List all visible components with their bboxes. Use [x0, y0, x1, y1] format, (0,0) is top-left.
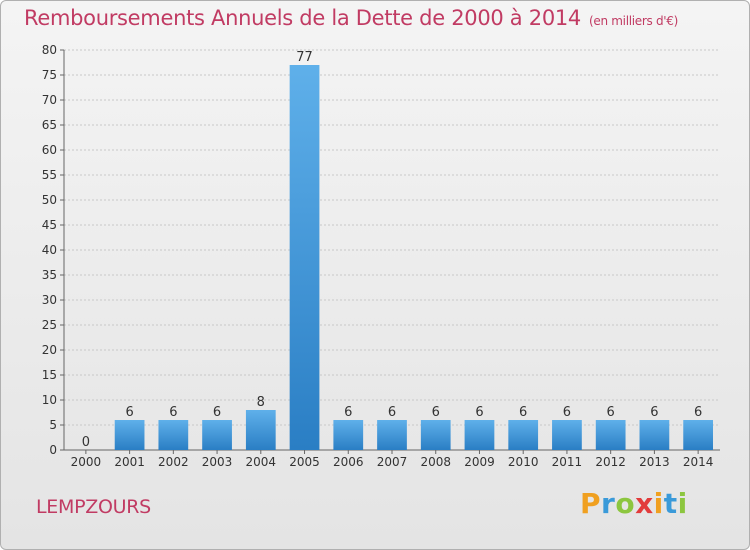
- bar-2005: [289, 65, 320, 450]
- bar-2001: [114, 420, 145, 450]
- bar-2013: [639, 420, 670, 450]
- y-tick-label: 20: [42, 343, 57, 357]
- data-label-2002: 6: [169, 405, 177, 420]
- data-label-2003: 6: [213, 405, 221, 420]
- bar-2014: [683, 420, 714, 450]
- y-tick-label: 45: [42, 218, 57, 232]
- data-label-2001: 6: [125, 405, 133, 420]
- y-tick-label: 60: [42, 143, 57, 157]
- bar-2004: [245, 410, 276, 450]
- x-tick-label: 2003: [202, 455, 233, 469]
- data-label-2009: 6: [475, 405, 483, 420]
- logo-letter: o: [615, 487, 636, 520]
- data-label-2006: 6: [344, 405, 352, 420]
- x-tick-label: 2002: [158, 455, 189, 469]
- y-tick-label: 30: [42, 293, 57, 307]
- y-tick-label: 0: [49, 443, 57, 457]
- y-tick-label: 25: [42, 318, 57, 332]
- logo-letter: t: [663, 487, 678, 520]
- bar-2011: [552, 420, 582, 450]
- y-tick-label: 50: [42, 193, 57, 207]
- bar-2009: [464, 420, 495, 450]
- x-tick-label: 2000: [71, 455, 102, 469]
- bar-2008: [420, 420, 451, 450]
- x-tick-label: 2012: [595, 455, 626, 469]
- chart-title-text: Remboursements Annuels de la Dette de 20…: [24, 6, 581, 30]
- data-label-2014: 6: [694, 405, 702, 420]
- data-labels: 0 6 6 6 8 77 6 6 6 6 6 6 6 6 6: [82, 50, 703, 450]
- logo-letter: r: [601, 487, 616, 520]
- x-tick-label: 2001: [114, 455, 145, 469]
- data-label-2012: 6: [607, 405, 615, 420]
- y-tick-label: 65: [42, 118, 57, 132]
- data-label-2007: 6: [388, 405, 396, 420]
- chart-subtitle: (en milliers d'€): [589, 14, 679, 28]
- y-tick-label: 75: [42, 68, 57, 82]
- bars: [114, 65, 714, 450]
- x-tick-label: 2004: [246, 455, 277, 469]
- y-tick-label: 10: [42, 393, 57, 407]
- bar-2003: [202, 420, 232, 450]
- x-tick-label: 2011: [552, 455, 583, 469]
- bar-2006: [333, 420, 364, 450]
- x-tick-label: 2006: [333, 455, 364, 469]
- y-tick-label: 5: [49, 418, 57, 432]
- x-tick-label: 2007: [377, 455, 408, 469]
- bar-2012: [595, 420, 626, 450]
- x-tick-label: 2009: [464, 455, 495, 469]
- bar-2007: [377, 420, 407, 450]
- bar-2002: [158, 420, 189, 450]
- x-tick-label: 2008: [420, 455, 451, 469]
- logo-letter: i: [677, 487, 688, 520]
- proxiti-logo: Proxiti: [580, 487, 688, 520]
- data-label-2004: 8: [257, 395, 265, 410]
- data-label-2008: 6: [432, 405, 440, 420]
- x-tick-label: 2013: [639, 455, 670, 469]
- x-tick-label: 2010: [508, 455, 539, 469]
- grid-lines: [64, 49, 720, 426]
- logo-letter: i: [653, 487, 664, 520]
- bar-2010: [508, 420, 539, 450]
- axes: [60, 49, 720, 454]
- data-label-2010: 6: [519, 405, 527, 420]
- x-tick-label: 2005: [289, 455, 320, 469]
- x-tick-label: 2014: [683, 455, 714, 469]
- data-label-2011: 6: [563, 405, 571, 420]
- logo-letter: x: [635, 487, 654, 520]
- y-tick-label: 80: [42, 43, 57, 57]
- commune-name: LEMPZOURS: [36, 496, 151, 518]
- y-tick-label: 70: [42, 93, 57, 107]
- y-tick-label: 40: [42, 243, 57, 257]
- logo-letter: P: [580, 487, 602, 520]
- data-label-2013: 6: [650, 405, 658, 420]
- y-tick-label: 55: [42, 168, 57, 182]
- y-tick-label: 35: [42, 268, 57, 282]
- data-label-2005: 77: [296, 50, 313, 65]
- y-tick-label: 15: [42, 368, 57, 382]
- chart-title: Remboursements Annuels de la Dette de 20…: [24, 6, 678, 30]
- data-label-2000: 0: [82, 435, 90, 450]
